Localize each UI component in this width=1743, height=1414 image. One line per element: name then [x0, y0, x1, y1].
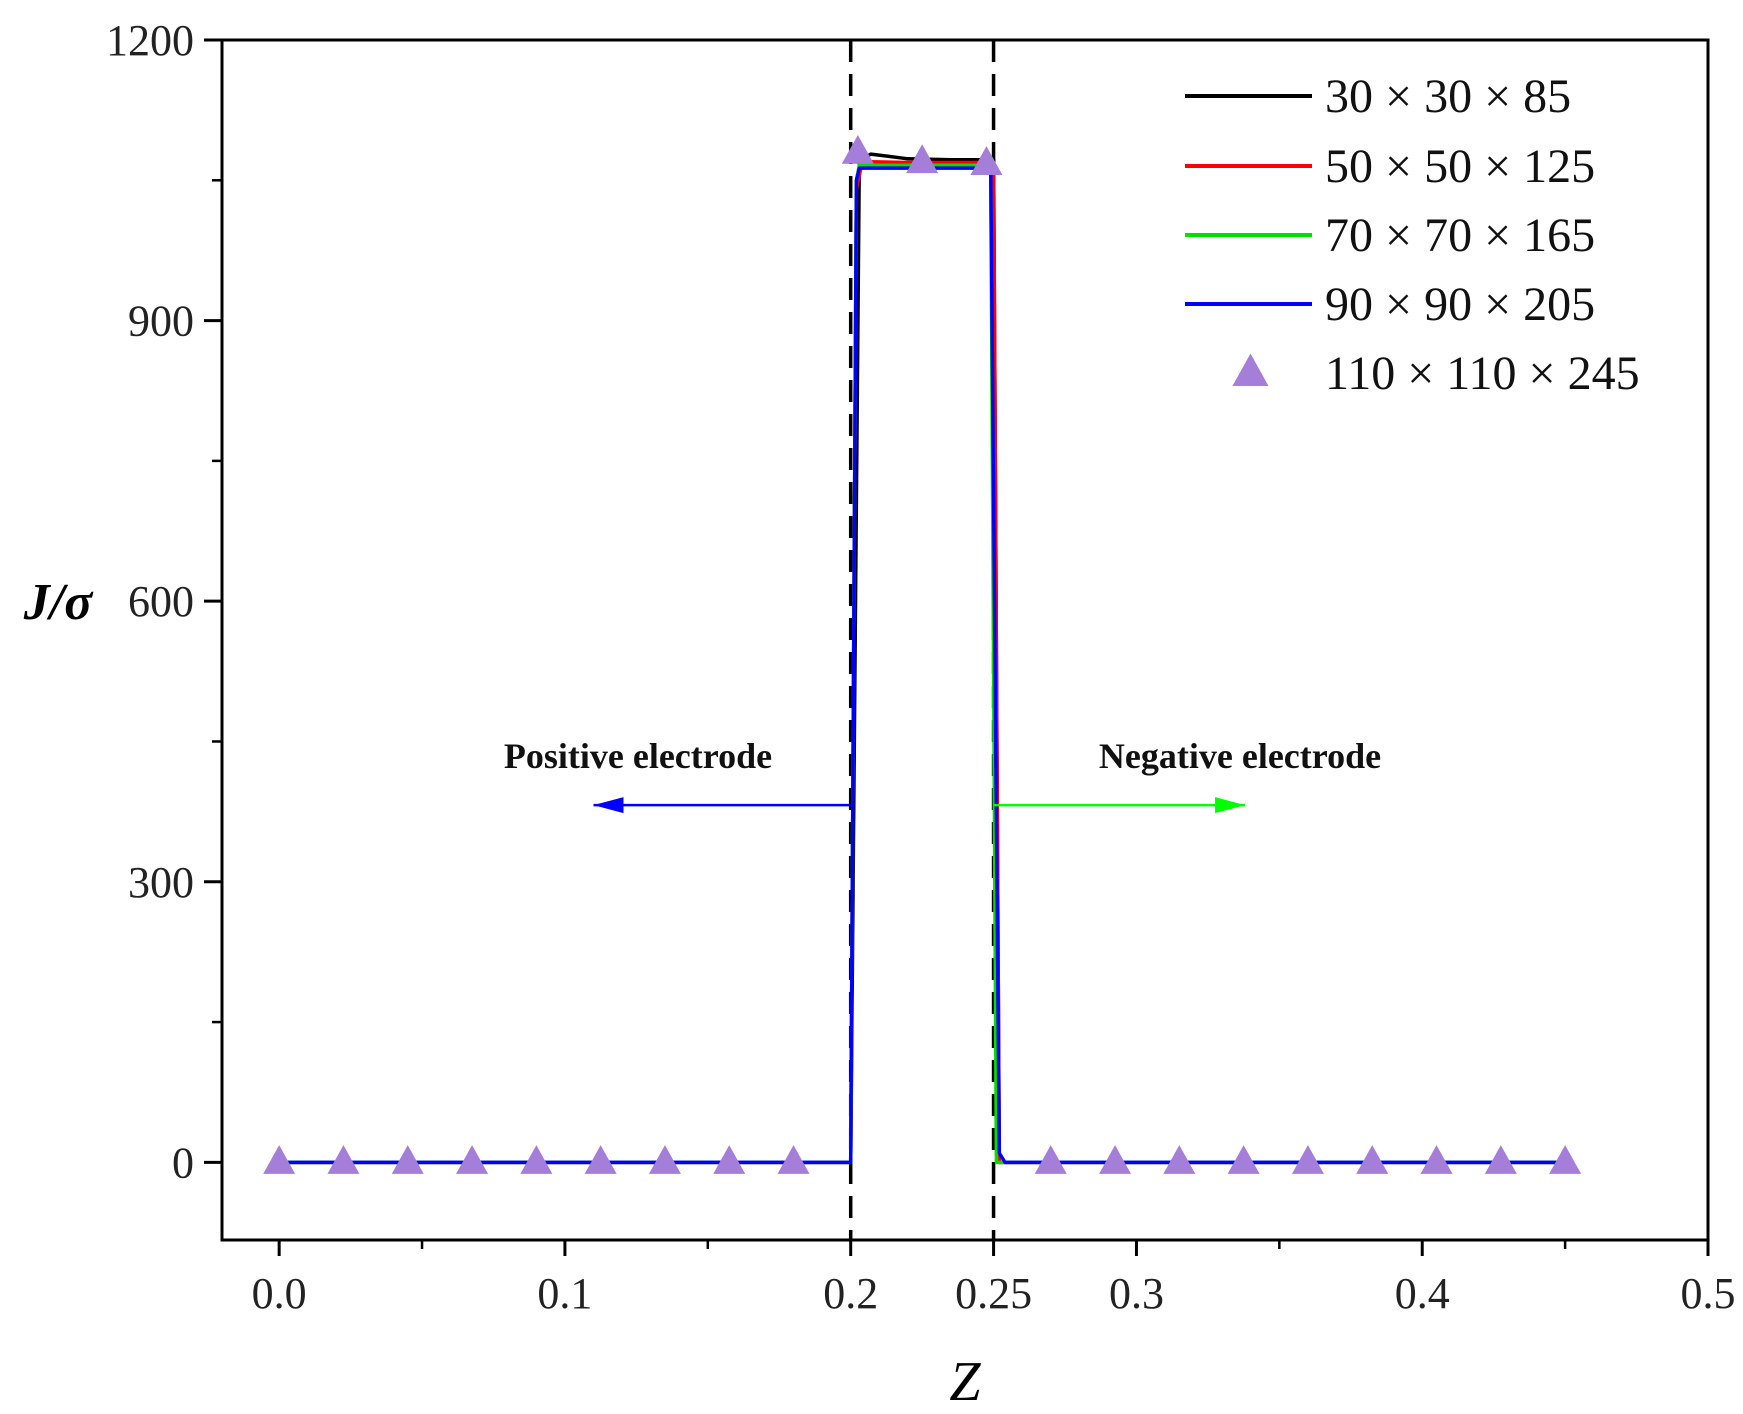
legend-label: 50 × 50 × 125	[1325, 140, 1595, 193]
series-marker	[841, 134, 874, 164]
legend-label: 90 × 90 × 205	[1325, 278, 1595, 331]
series-marker	[1484, 1145, 1517, 1174]
y-axis-label: J/σ	[23, 574, 94, 631]
x-tick-label: 0.25	[955, 1269, 1032, 1318]
series-marker	[648, 1145, 681, 1174]
series-marker	[1099, 1145, 1132, 1174]
y-tick-label: 300	[128, 858, 194, 907]
y-tick-label: 600	[128, 577, 194, 626]
series-marker	[456, 1145, 489, 1174]
annotations: Positive electrode Negative electrode	[504, 736, 1381, 814]
series-marker	[713, 1145, 746, 1174]
series-marker	[584, 1145, 617, 1174]
plot-frame	[220, 38, 1710, 1242]
axis-ticks: 0.0 0.1 0.2 0.25 0.3 0.4 0.5 0 300 600 900 1200	[106, 16, 1736, 1318]
legend-marker-swatch	[1232, 353, 1269, 386]
annotation-label: Positive electrode	[504, 736, 772, 776]
x-tick-label: 0.2	[823, 1269, 878, 1318]
series-marker	[1227, 1145, 1260, 1174]
y-tick-label: 0	[172, 1138, 194, 1187]
legend: 30 × 30 × 85 50 × 50 × 125 70 × 70 × 165 90…	[1185, 70, 1640, 400]
series-marker	[906, 144, 939, 174]
series-marker	[327, 1145, 360, 1174]
series-marker	[1034, 1145, 1067, 1174]
series-marker	[1420, 1145, 1453, 1174]
x-tick-label: 0.3	[1109, 1269, 1164, 1318]
legend-label: 110 × 110 × 245	[1325, 347, 1640, 400]
annotation-arrowhead	[593, 797, 624, 814]
boundary-lines	[848, 40, 996, 1240]
series-marker	[1549, 1145, 1582, 1174]
x-axis-label: Z	[949, 1351, 981, 1413]
x-tick-label: 0.1	[537, 1269, 592, 1318]
series-marker	[1163, 1145, 1196, 1174]
series-marker	[391, 1145, 424, 1174]
legend-label: 30 × 30 × 85	[1325, 70, 1571, 123]
annotation-arrowhead	[1215, 797, 1246, 814]
y-tick-label: 900	[128, 297, 194, 346]
series-line	[279, 166, 1566, 1165]
x-tick-label: 0.4	[1395, 1269, 1450, 1318]
series-marker	[777, 1145, 810, 1174]
y-tick-label: 1200	[106, 16, 194, 65]
series-marker	[1356, 1145, 1389, 1174]
x-tick-label: 0.5	[1681, 1269, 1736, 1318]
markers-layer	[263, 134, 1582, 1174]
annotation-label: Negative electrode	[1099, 736, 1381, 776]
x-tick-label: 0.0	[252, 1269, 307, 1318]
series-marker	[1291, 1145, 1324, 1174]
series-layer	[279, 152, 1566, 1165]
series-marker	[970, 146, 1003, 175]
series-marker	[263, 1145, 296, 1174]
series-marker	[520, 1145, 553, 1174]
legend-label: 70 × 70 × 165	[1325, 209, 1595, 262]
